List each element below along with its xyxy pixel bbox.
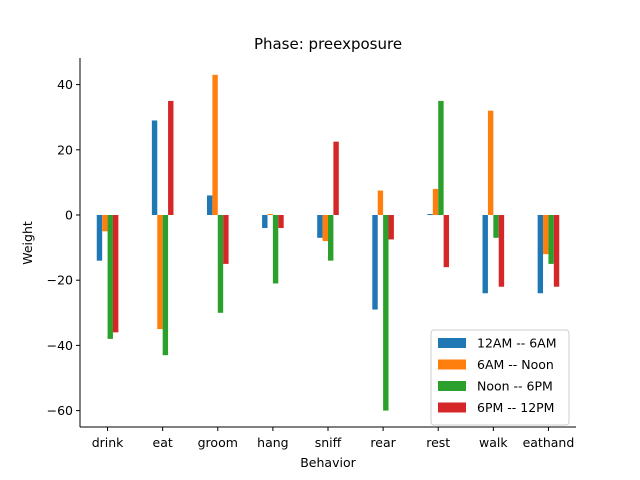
bar-eat-series-4 bbox=[168, 100, 174, 215]
bar-rest-series-2 bbox=[432, 188, 439, 215]
bar-walk-series-2 bbox=[487, 110, 494, 215]
bar-drink-series-3 bbox=[107, 215, 113, 339]
bar-walk-series-3 bbox=[493, 215, 499, 238]
bar-rear-series-3 bbox=[383, 215, 389, 411]
legend-swatch-1 bbox=[438, 338, 466, 348]
bar-walk-series-4 bbox=[498, 215, 505, 287]
x-tick-label-sniff: sniff bbox=[315, 435, 342, 450]
x-tick-label-groom: groom bbox=[198, 435, 238, 450]
y-tick-label: −20 bbox=[47, 273, 73, 288]
legend-box bbox=[430, 329, 570, 426]
y-ticks: −60 −40 −20 0 20 40 bbox=[47, 77, 80, 418]
x-tick-label-walk: walk bbox=[479, 435, 508, 450]
legend-label-2: 6AM -- Noon bbox=[477, 357, 554, 372]
x-tick-label-eat: eat bbox=[153, 435, 173, 450]
bar-sniff-series-2 bbox=[322, 215, 328, 242]
legend-swatch-4 bbox=[438, 402, 466, 413]
bar-groom-series-4 bbox=[223, 215, 229, 264]
bar-sniff-series-3 bbox=[328, 215, 334, 261]
bar-drink-series-1 bbox=[96, 215, 103, 261]
bar-eathand-series-4 bbox=[553, 215, 560, 287]
bar-hang-series-4 bbox=[278, 215, 284, 229]
bar-sniff-series-4 bbox=[333, 141, 339, 215]
y-tick-label: −40 bbox=[47, 338, 73, 353]
bar-walk-series-1 bbox=[482, 215, 488, 294]
legend: 12AM -- 6AM 6AM -- Noon Noon -- 6PM 6PM -- … bbox=[430, 329, 570, 426]
x-tick-label-drink: drink bbox=[92, 435, 124, 450]
bar-eathand-series-3 bbox=[548, 215, 554, 264]
y-tick-label: 20 bbox=[57, 142, 73, 157]
bar-groom-series-2 bbox=[212, 74, 218, 215]
x-tick-label-eathand: eathand bbox=[523, 435, 575, 450]
plot-area bbox=[96, 74, 560, 411]
x-tick-label-hang: hang bbox=[257, 435, 288, 450]
bar-eat-series-2 bbox=[157, 215, 163, 330]
legend-swatch-3 bbox=[438, 381, 466, 391]
bar-hang-series-3 bbox=[272, 215, 279, 284]
legend-label-1: 12AM -- 6AM bbox=[477, 336, 557, 351]
bar-hang-series-1 bbox=[262, 215, 268, 229]
bar-groom-series-3 bbox=[217, 215, 224, 313]
bar-rear-series-1 bbox=[372, 215, 378, 310]
bar-rest-series-4 bbox=[443, 215, 450, 268]
bar-rest-series-1 bbox=[427, 214, 433, 215]
bar-rear-series-2 bbox=[377, 190, 384, 215]
x-tick-label-rest: rest bbox=[426, 435, 450, 450]
x-ticks: drink eat groom hang sniff rear rest walk eathan… bbox=[92, 427, 575, 450]
bar-eathand-series-1 bbox=[537, 215, 544, 294]
bar-eathand-series-2 bbox=[543, 215, 549, 255]
legend-label-3: Noon -- 6PM bbox=[477, 379, 553, 394]
bar-rest-series-3 bbox=[438, 100, 444, 215]
bar-sniff-series-1 bbox=[317, 215, 323, 238]
y-tick-label: −60 bbox=[47, 403, 73, 418]
bar-hang-series-2 bbox=[267, 214, 273, 215]
bar-drink-series-2 bbox=[102, 215, 108, 232]
y-tick-label: 40 bbox=[57, 77, 73, 92]
chart-title: Phase: preexposure bbox=[254, 35, 402, 53]
y-axis-label: Weight bbox=[20, 221, 35, 265]
x-tick-label-rear: rear bbox=[370, 435, 396, 450]
bar-groom-series-1 bbox=[206, 195, 213, 215]
bar-eat-series-1 bbox=[151, 120, 158, 215]
legend-label-4: 6PM -- 12PM bbox=[477, 400, 554, 415]
x-axis-label: Behavior bbox=[300, 455, 356, 470]
bar-drink-series-4 bbox=[112, 215, 119, 333]
bar-eat-series-3 bbox=[162, 215, 169, 356]
y-tick-label: 0 bbox=[65, 208, 73, 223]
bar-rear-series-4 bbox=[388, 215, 394, 240]
legend-swatch-2 bbox=[438, 359, 466, 370]
